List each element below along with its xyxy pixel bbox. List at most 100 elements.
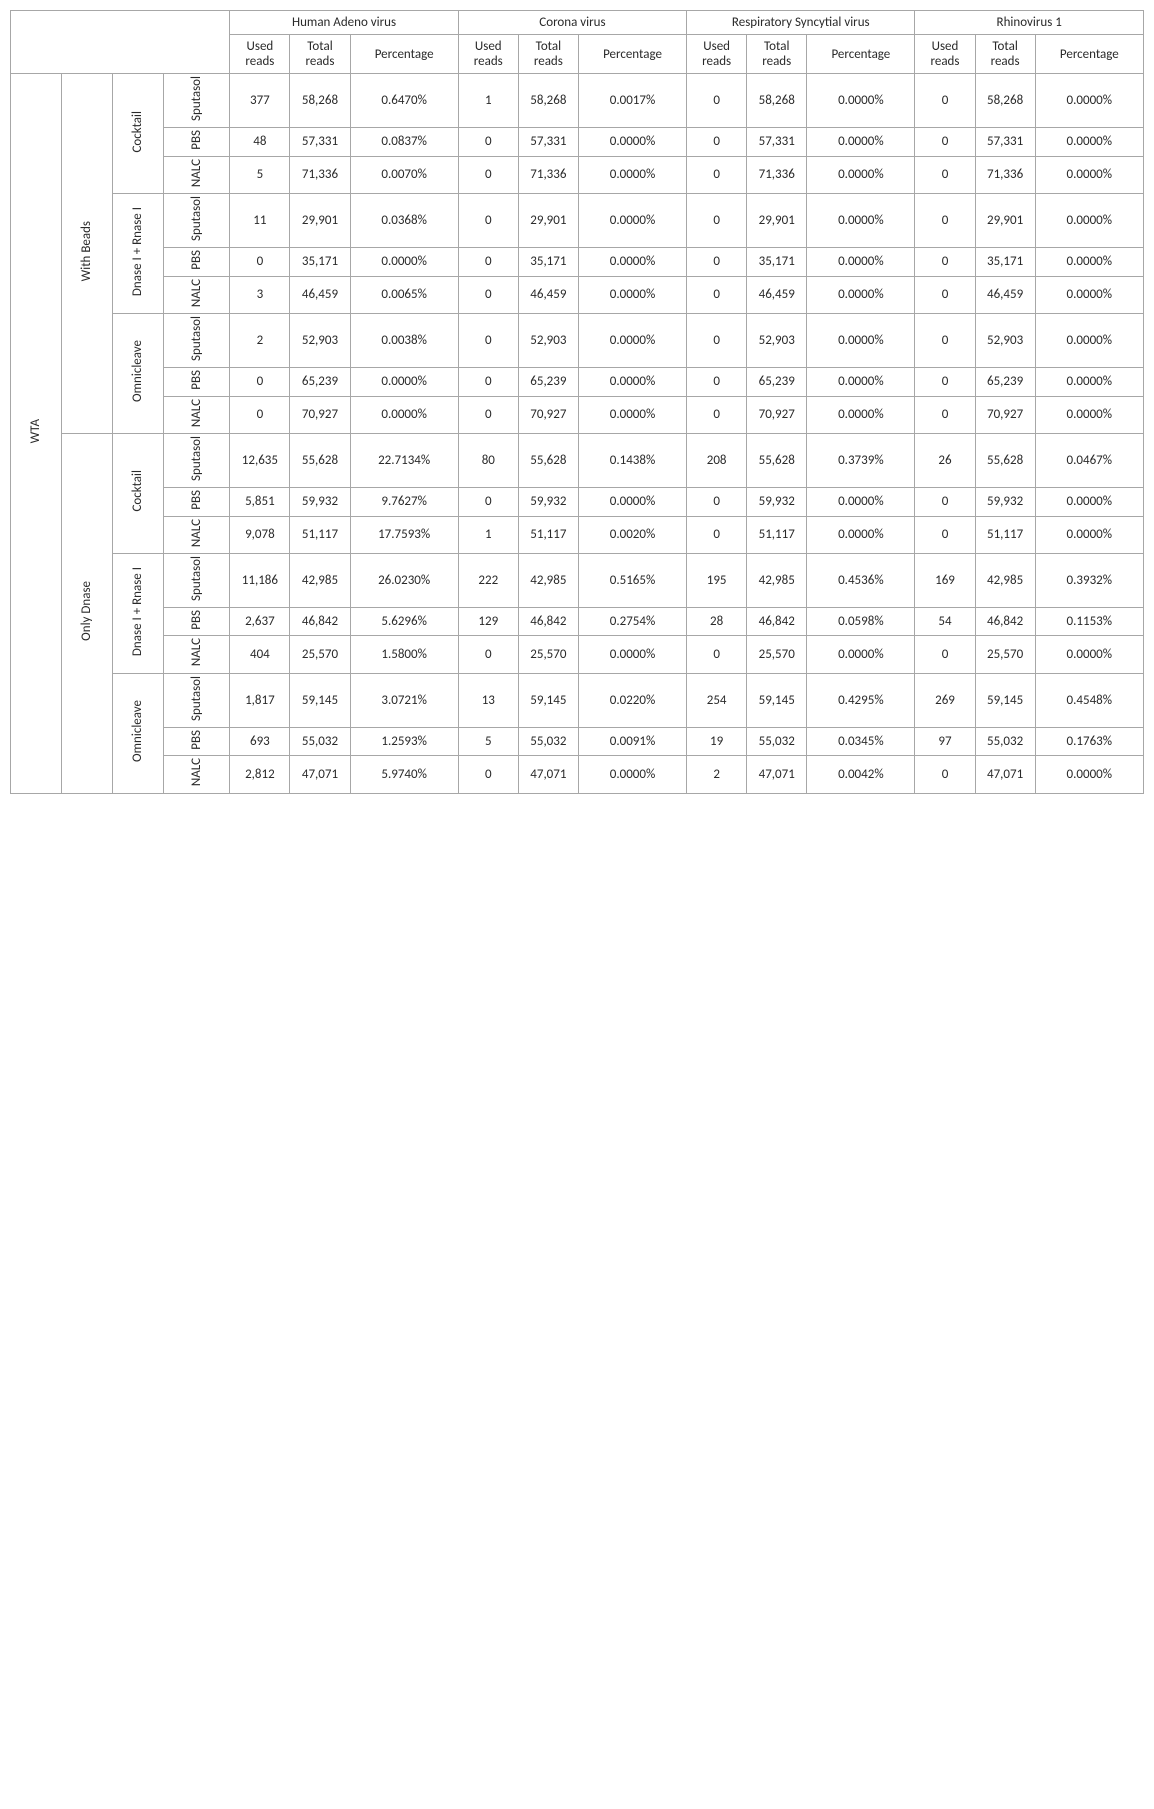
cell-total: 29,901 xyxy=(747,193,807,247)
cell-total: 59,932 xyxy=(290,487,350,516)
cell-total: 47,071 xyxy=(975,756,1035,793)
cell-used: 13 xyxy=(458,673,518,727)
cell-pct: 0.0220% xyxy=(578,673,686,727)
cell-used: 1 xyxy=(458,74,518,128)
cell-total: 65,239 xyxy=(975,367,1035,396)
cell-total: 46,842 xyxy=(747,607,807,636)
metric-used: Used reads xyxy=(915,35,975,74)
cell-total: 52,903 xyxy=(747,313,807,367)
cell-total: 55,032 xyxy=(975,727,1035,756)
cell-pct: 0.3932% xyxy=(1035,553,1143,607)
cell-pct: 0.0000% xyxy=(1035,127,1143,156)
cell-pct: 0.0000% xyxy=(578,193,686,247)
virus-header: Corona virus xyxy=(458,11,686,35)
cell-total: 51,117 xyxy=(518,516,578,553)
cell-used: 0 xyxy=(230,396,290,433)
cell-pct: 0.0000% xyxy=(807,74,915,128)
cell-used: 0 xyxy=(687,636,747,673)
cell-total: 35,171 xyxy=(290,247,350,276)
cell-pct: 0.0000% xyxy=(1035,516,1143,553)
cell-used: 0 xyxy=(915,127,975,156)
cell-pct: 0.0000% xyxy=(578,636,686,673)
cell-used: 0 xyxy=(687,367,747,396)
table-row: OmnicleaveSputasol252,9030.0038%052,9030… xyxy=(11,313,1144,367)
table-row: NALC070,9270.0000%070,9270.0000%070,9270… xyxy=(11,396,1144,433)
cell-pct: 0.0368% xyxy=(350,193,458,247)
cell-total: 25,570 xyxy=(518,636,578,673)
row-header-buffer: NALC xyxy=(164,636,230,673)
cell-pct: 0.0000% xyxy=(1035,636,1143,673)
cell-used: 0 xyxy=(458,367,518,396)
cell-total: 58,268 xyxy=(518,74,578,128)
cell-used: 11 xyxy=(230,193,290,247)
cell-used: 404 xyxy=(230,636,290,673)
cell-used: 0 xyxy=(458,313,518,367)
cell-pct: 0.0000% xyxy=(807,127,915,156)
cell-pct: 0.0837% xyxy=(350,127,458,156)
cell-pct: 0.0000% xyxy=(807,636,915,673)
metric-pct: Percentage xyxy=(1035,35,1143,74)
cell-used: 0 xyxy=(915,516,975,553)
row-header-buffer: PBS xyxy=(164,607,230,636)
table-row: WTAWith BeadsCocktailSputasol37758,2680.… xyxy=(11,74,1144,128)
cell-pct: 0.0000% xyxy=(350,247,458,276)
cell-pct: 0.0000% xyxy=(807,276,915,313)
cell-pct: 0.0000% xyxy=(1035,396,1143,433)
cell-total: 55,032 xyxy=(747,727,807,756)
cell-total: 57,331 xyxy=(747,127,807,156)
cell-pct: 1.5800% xyxy=(350,636,458,673)
cell-used: 9,078 xyxy=(230,516,290,553)
cell-total: 52,903 xyxy=(290,313,350,367)
cell-total: 65,239 xyxy=(747,367,807,396)
cell-pct: 5.9740% xyxy=(350,756,458,793)
cell-pct: 0.0000% xyxy=(578,756,686,793)
cell-pct: 0.0038% xyxy=(350,313,458,367)
cell-used: 1 xyxy=(458,516,518,553)
cell-pct: 0.0000% xyxy=(1035,74,1143,128)
row-header-subgroup: Dnase I + Rnase I xyxy=(113,553,164,673)
row-header-buffer: NALC xyxy=(164,396,230,433)
cell-used: 11,186 xyxy=(230,553,290,607)
cell-total: 51,117 xyxy=(975,516,1035,553)
table-row: PBS2,63746,8425.6296%12946,8420.2754%284… xyxy=(11,607,1144,636)
cell-pct: 0.0000% xyxy=(807,516,915,553)
cell-total: 25,570 xyxy=(290,636,350,673)
cell-total: 46,459 xyxy=(290,276,350,313)
cell-pct: 0.0000% xyxy=(1035,487,1143,516)
cell-pct: 0.6470% xyxy=(350,74,458,128)
metric-total: Total reads xyxy=(747,35,807,74)
row-header-buffer: NALC xyxy=(164,516,230,553)
table-row: NALC2,81247,0715.9740%047,0710.0000%247,… xyxy=(11,756,1144,793)
cell-used: 97 xyxy=(915,727,975,756)
cell-pct: 0.0000% xyxy=(807,156,915,193)
cell-used: 0 xyxy=(458,193,518,247)
row-header-buffer: NALC xyxy=(164,276,230,313)
row-header-buffer: PBS xyxy=(164,127,230,156)
cell-pct: 0.0467% xyxy=(1035,433,1143,487)
cell-pct: 0.0000% xyxy=(1035,367,1143,396)
cell-used: 3 xyxy=(230,276,290,313)
cell-pct: 0.4295% xyxy=(807,673,915,727)
cell-total: 46,459 xyxy=(747,276,807,313)
row-header-subgroup: Cocktail xyxy=(113,74,164,194)
cell-used: 377 xyxy=(230,74,290,128)
table-row: NALC346,4590.0065%046,4590.0000%046,4590… xyxy=(11,276,1144,313)
row-header-subgroup: Omnicleave xyxy=(113,313,164,433)
row-header-main: WTA xyxy=(11,74,62,794)
row-header-buffer: PBS xyxy=(164,367,230,396)
cell-pct: 0.0000% xyxy=(350,367,458,396)
cell-used: 0 xyxy=(687,127,747,156)
cell-total: 55,032 xyxy=(518,727,578,756)
cell-pct: 0.0000% xyxy=(578,276,686,313)
table-row: NALC40425,5701.5800%025,5700.0000%025,57… xyxy=(11,636,1144,673)
row-header-buffer: PBS xyxy=(164,247,230,276)
cell-used: 129 xyxy=(458,607,518,636)
cell-pct: 0.0000% xyxy=(1035,156,1143,193)
cell-pct: 0.0000% xyxy=(578,313,686,367)
cell-used: 169 xyxy=(915,553,975,607)
cell-total: 59,145 xyxy=(747,673,807,727)
row-header-buffer: NALC xyxy=(164,156,230,193)
cell-pct: 0.5165% xyxy=(578,553,686,607)
cell-pct: 0.0000% xyxy=(1035,247,1143,276)
cell-used: 48 xyxy=(230,127,290,156)
